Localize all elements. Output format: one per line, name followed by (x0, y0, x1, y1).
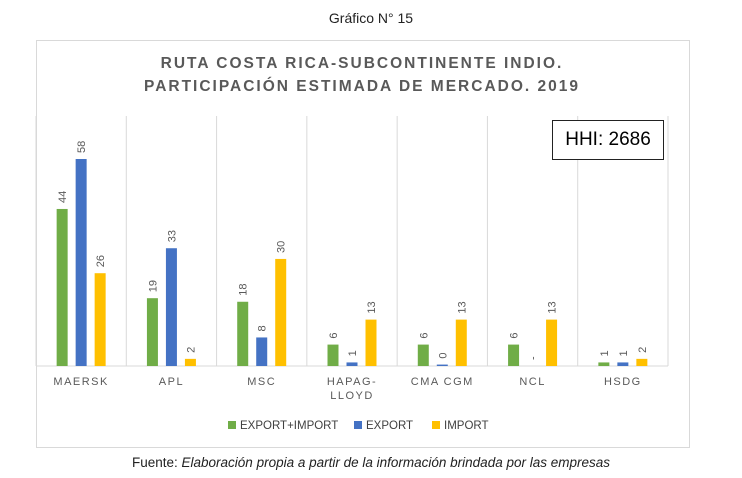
bar-export-import-maersk (56, 208, 68, 366)
data-label: 1 (618, 350, 630, 356)
x-tick-label: MSC (247, 376, 276, 388)
source-note: Fuente: Elaboración propia a partir de l… (0, 455, 742, 470)
data-label: 19 (147, 280, 159, 292)
chart-title-line2: PARTICIPACIÓN ESTIMADA DE MERCADO. 2019 (144, 78, 580, 95)
bar-export-cma-cgm (436, 364, 448, 366)
data-label: 13 (456, 301, 468, 313)
hhi-annotation: HHI: 2686 (552, 120, 664, 160)
data-label: 8 (257, 325, 269, 331)
bar-export-import-cma-cgm (417, 344, 429, 366)
bar-export-import-hapag-lloyd (327, 344, 339, 366)
legend-swatch (228, 421, 236, 429)
x-tick-label: HAPAG- (327, 376, 377, 388)
data-label: - (528, 356, 540, 360)
bar-import-ncl (546, 319, 558, 366)
data-label: 13 (366, 301, 378, 313)
data-label: 33 (166, 230, 178, 242)
bar-import-maersk (94, 273, 106, 366)
data-label: 1 (347, 350, 359, 356)
bar-import-cma-cgm (455, 319, 467, 366)
chart-title-line1: RUTA COSTA RICA-SUBCONTINENTE INDIO. (160, 55, 564, 72)
legend-swatch (432, 421, 440, 429)
data-label: 2 (185, 347, 197, 353)
data-label: 58 (76, 141, 88, 153)
bar-export-import-ncl (508, 344, 520, 366)
data-label: 44 (57, 191, 69, 203)
data-label: 2 (637, 347, 649, 353)
bar-import-msc (275, 258, 287, 366)
chart-frame (36, 40, 690, 448)
bar-import-apl (184, 358, 196, 366)
x-tick-label: MAERSK (53, 376, 108, 388)
x-tick-label: NCL (519, 376, 546, 388)
x-tick-label: APL (159, 376, 184, 388)
legend-swatch (354, 421, 362, 429)
chart-title: RUTA COSTA RICA-SUBCONTINENTE INDIO. PAR… (36, 52, 688, 98)
figure-label: Gráfico N° 15 (328, 10, 414, 26)
data-label: 26 (95, 255, 107, 267)
x-tick-label: LLOYD (330, 390, 374, 402)
bar-export-import-hsdg (598, 362, 610, 366)
legend-label: EXPORT (366, 420, 413, 432)
data-label: 1 (599, 350, 611, 356)
source-label: Fuente: (131, 455, 178, 470)
data-label: 13 (547, 301, 559, 313)
data-label: 6 (509, 332, 521, 338)
bar-import-hsdg (636, 358, 648, 366)
x-tick-label: CMA CGM (411, 376, 474, 388)
x-tick-label: HSDG (604, 376, 642, 388)
data-label: 30 (276, 241, 288, 253)
bar-export-maersk (75, 159, 87, 366)
bar-export-import-apl (146, 298, 158, 366)
bar-export-apl (165, 248, 177, 366)
data-label: 0 (437, 352, 449, 358)
source-text: Elaboración propia a partir de la inform… (181, 455, 611, 470)
bar-export-hapag-lloyd (346, 362, 358, 366)
bar-export-msc (256, 337, 268, 366)
bar-import-hapag-lloyd (365, 319, 377, 366)
legend-label: EXPORT+IMPORT (240, 420, 338, 432)
data-label: 6 (328, 332, 340, 338)
legend-label: IMPORT (444, 420, 489, 432)
data-label: 6 (418, 332, 430, 338)
bar-export-hsdg (617, 362, 629, 366)
data-label: 18 (238, 284, 250, 296)
bar-export-import-msc (237, 301, 249, 366)
